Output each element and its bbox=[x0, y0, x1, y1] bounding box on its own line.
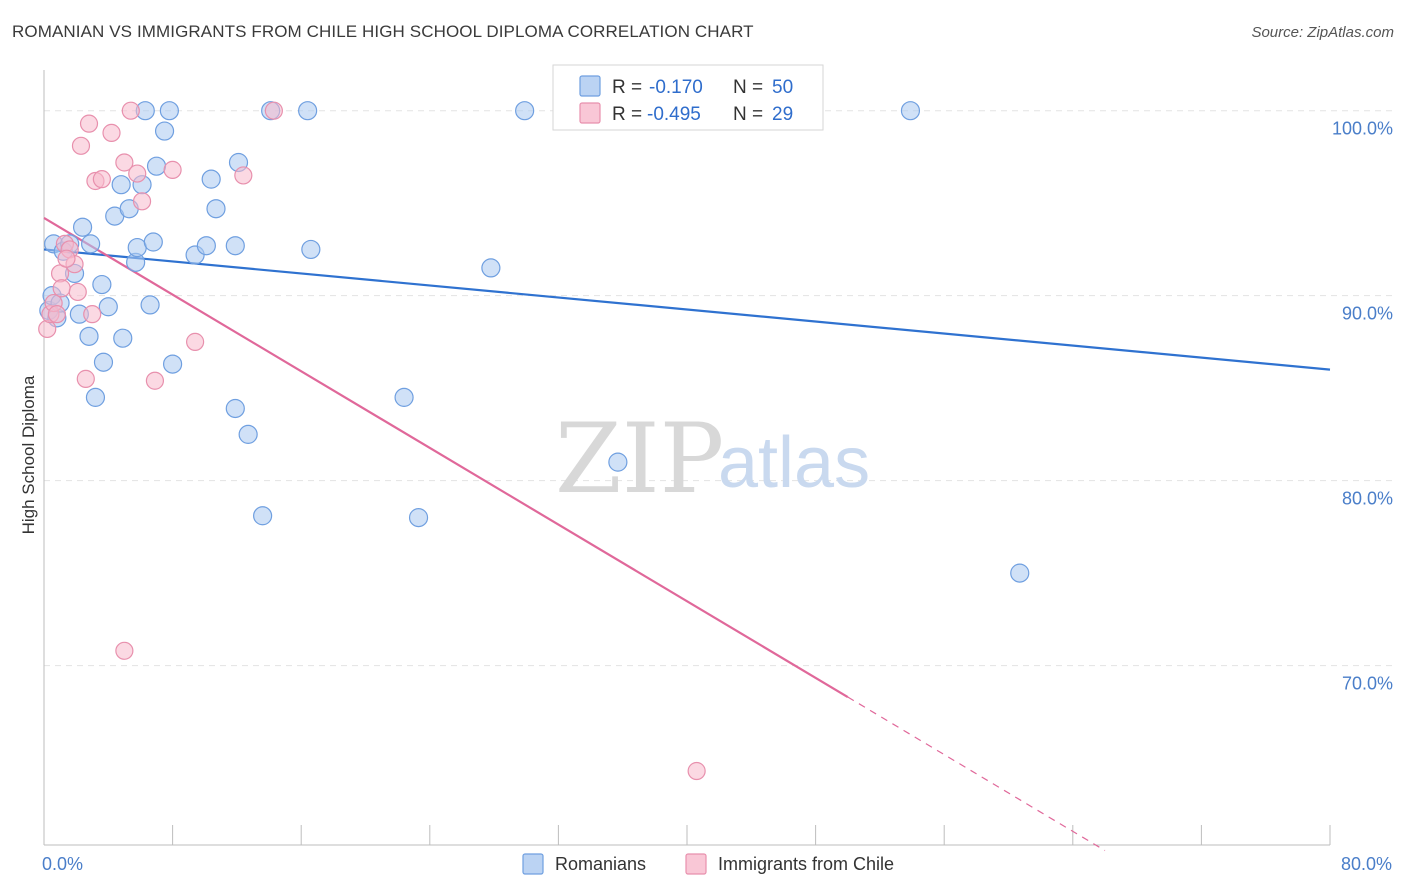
point-romanians bbox=[140, 295, 160, 315]
point-chile bbox=[163, 160, 182, 179]
point-romanians bbox=[900, 101, 921, 121]
point-romanians bbox=[201, 169, 221, 189]
trend-line-chile bbox=[43, 217, 849, 698]
point-romanians bbox=[163, 354, 183, 374]
point-romanians bbox=[79, 326, 99, 346]
bottom-legend: Romanians Immigrants from Chile bbox=[522, 853, 894, 875]
point-romanians bbox=[146, 156, 167, 176]
legend-swatch-chile bbox=[579, 102, 601, 124]
point-chile bbox=[68, 282, 87, 302]
bottom-legend-label-romanians: Romanians bbox=[555, 854, 646, 874]
x-tick-labels: 0.0% 80.0% bbox=[42, 854, 1392, 874]
point-romanians bbox=[98, 297, 118, 317]
point-chile bbox=[83, 305, 102, 324]
trend-lines bbox=[43, 217, 1331, 852]
point-chile bbox=[132, 192, 152, 211]
point-chile bbox=[38, 319, 57, 339]
legend-r-label-chile: R = bbox=[612, 104, 642, 125]
point-romanians bbox=[1010, 563, 1030, 583]
point-chile bbox=[92, 170, 111, 189]
point-chile bbox=[76, 369, 95, 388]
point-romanians bbox=[196, 236, 216, 256]
axes bbox=[43, 70, 1331, 846]
trend-line-chile-extrapolated bbox=[847, 696, 1106, 852]
point-romanians bbox=[515, 101, 535, 121]
y-tick-label: 100.0% bbox=[1332, 119, 1393, 139]
y-tick-label: 90.0% bbox=[1342, 304, 1393, 324]
point-romanians bbox=[608, 452, 628, 472]
gridlines bbox=[44, 110, 1392, 667]
watermark: ZIP atlas bbox=[555, 403, 870, 515]
point-romanians bbox=[154, 121, 175, 141]
point-romanians bbox=[127, 237, 147, 258]
x-tick-label: 80.0% bbox=[1341, 854, 1392, 874]
bottom-legend-swatch-romanians bbox=[522, 853, 544, 875]
point-chile bbox=[145, 371, 165, 390]
bottom-legend-label-chile: Immigrants from Chile bbox=[718, 854, 894, 874]
legend-n-label-romanians: N = bbox=[733, 77, 763, 98]
y-tick-label: 80.0% bbox=[1342, 489, 1393, 509]
point-romanians bbox=[111, 175, 131, 195]
point-romanians bbox=[143, 232, 163, 252]
point-romanians bbox=[298, 101, 318, 121]
legend-box: R = -0.170 N = 50 R = -0.495 N = 29 bbox=[552, 64, 824, 131]
point-romanians bbox=[253, 506, 273, 526]
point-chile bbox=[234, 166, 253, 185]
watermark-atlas: atlas bbox=[718, 423, 870, 503]
point-romanians bbox=[225, 398, 245, 419]
point-chile bbox=[47, 305, 66, 324]
point-romanians bbox=[408, 508, 429, 528]
point-romanians bbox=[225, 236, 245, 256]
point-chile bbox=[52, 279, 71, 298]
point-romanians bbox=[481, 258, 501, 278]
point-chile bbox=[115, 153, 134, 172]
legend-r-value-romanians: -0.170 bbox=[649, 77, 703, 98]
legend-n-value-romanians: 50 bbox=[772, 77, 793, 98]
point-chile bbox=[264, 101, 283, 120]
legend-r-label-romanians: R = bbox=[612, 77, 642, 98]
point-chile bbox=[687, 761, 706, 781]
point-romanians bbox=[159, 101, 179, 121]
trend-line-romanians bbox=[43, 248, 1331, 371]
point-romanians bbox=[206, 199, 226, 219]
y-tick-labels: 100.0% 90.0% 80.0% 70.0% bbox=[1332, 119, 1393, 694]
y-tick-label: 70.0% bbox=[1342, 674, 1393, 694]
point-chile bbox=[128, 164, 147, 183]
data-points bbox=[38, 101, 1030, 781]
legend-r-value-chile: -0.495 bbox=[647, 104, 701, 125]
watermark-zip: ZIP bbox=[555, 403, 724, 515]
y-axis-label: High School Diploma bbox=[19, 375, 38, 534]
point-romanians bbox=[85, 387, 106, 407]
point-romanians bbox=[238, 424, 258, 444]
chart-title: ROMANIAN VS IMMIGRANTS FROM CHILE HIGH S… bbox=[12, 22, 754, 41]
point-chile bbox=[71, 136, 91, 155]
point-romanians bbox=[394, 387, 414, 407]
point-romanians bbox=[301, 239, 321, 260]
point-romanians bbox=[113, 328, 133, 348]
legend-n-label-chile: N = bbox=[733, 104, 763, 125]
point-romanians bbox=[93, 352, 114, 372]
point-romanians bbox=[81, 234, 101, 254]
point-chile bbox=[79, 114, 99, 133]
point-chile bbox=[102, 123, 121, 142]
legend-swatch-romanians bbox=[579, 75, 601, 97]
point-chile bbox=[121, 101, 140, 120]
point-chile bbox=[57, 249, 76, 268]
legend-n-value-chile: 29 bbox=[772, 104, 793, 125]
x-tick-label: 0.0% bbox=[42, 854, 83, 874]
point-romanians bbox=[92, 274, 112, 295]
bottom-legend-swatch-chile bbox=[685, 853, 707, 875]
source-label: Source: ZipAtlas.com bbox=[1251, 24, 1394, 41]
point-chile bbox=[186, 332, 205, 351]
point-chile bbox=[115, 641, 134, 660]
point-romanians bbox=[72, 217, 93, 237]
